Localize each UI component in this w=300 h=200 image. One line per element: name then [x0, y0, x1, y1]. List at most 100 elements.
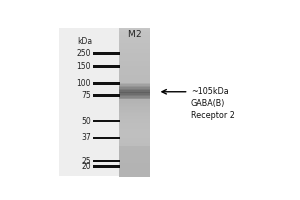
Bar: [119, 132, 150, 134]
Bar: [119, 102, 150, 104]
Bar: [119, 46, 150, 48]
Bar: [119, 41, 150, 43]
Text: 50: 50: [81, 117, 91, 126]
Bar: [119, 126, 150, 128]
Bar: [119, 56, 150, 58]
Text: 75: 75: [81, 91, 91, 100]
Bar: [119, 150, 150, 152]
Bar: [119, 106, 150, 108]
Text: 37: 37: [81, 133, 91, 142]
Bar: [119, 166, 150, 168]
Bar: [119, 66, 150, 68]
Text: 150: 150: [76, 62, 91, 71]
Bar: [119, 84, 150, 86]
Bar: [92, 137, 120, 139]
Bar: [119, 53, 150, 55]
Bar: [119, 98, 150, 100]
Bar: [119, 61, 150, 62]
Bar: [119, 71, 150, 73]
Bar: [119, 136, 150, 138]
Bar: [119, 165, 150, 166]
Bar: [119, 119, 150, 121]
Bar: [119, 119, 150, 120]
Bar: [119, 58, 150, 59]
Bar: [119, 75, 150, 77]
Bar: [119, 37, 150, 39]
Text: kDa: kDa: [77, 37, 92, 46]
Text: 25: 25: [81, 157, 91, 166]
Text: M: M: [127, 30, 134, 39]
Bar: [119, 141, 150, 143]
Bar: [92, 165, 120, 168]
Text: ~105kDa
GABA(B)
Receptor 2: ~105kDa GABA(B) Receptor 2: [191, 87, 235, 120]
Bar: [119, 133, 150, 135]
Bar: [119, 127, 150, 129]
Bar: [119, 44, 150, 46]
Bar: [119, 105, 150, 107]
Bar: [119, 169, 150, 171]
Bar: [119, 147, 150, 149]
Bar: [119, 142, 150, 144]
Bar: [119, 83, 150, 85]
Bar: [119, 136, 150, 138]
Bar: [119, 80, 150, 82]
Bar: [119, 64, 150, 65]
Bar: [119, 113, 150, 115]
Bar: [119, 40, 150, 42]
Bar: [119, 59, 150, 61]
Bar: [92, 120, 120, 122]
Bar: [119, 120, 150, 122]
Bar: [119, 159, 150, 160]
Bar: [119, 129, 150, 131]
Bar: [119, 140, 150, 141]
Bar: [119, 69, 150, 71]
Bar: [119, 156, 150, 158]
Bar: [119, 130, 150, 132]
Bar: [119, 101, 150, 103]
Bar: [119, 168, 150, 169]
Bar: [119, 43, 150, 45]
Bar: [119, 103, 150, 104]
Bar: [119, 34, 150, 36]
Bar: [119, 116, 150, 118]
Bar: [119, 117, 150, 119]
Bar: [119, 81, 150, 83]
Bar: [119, 118, 150, 120]
Bar: [119, 121, 150, 123]
Bar: [119, 31, 150, 33]
Bar: [119, 108, 150, 110]
Bar: [119, 132, 150, 134]
Bar: [119, 62, 150, 64]
Bar: [119, 115, 150, 117]
Bar: [119, 96, 150, 98]
Bar: [119, 151, 150, 153]
Bar: [119, 124, 150, 126]
Bar: [119, 89, 150, 91]
Bar: [119, 87, 150, 89]
Bar: [119, 127, 150, 129]
Bar: [119, 65, 150, 67]
Bar: [119, 114, 150, 116]
Bar: [119, 172, 150, 174]
Bar: [119, 154, 150, 156]
Bar: [92, 65, 120, 68]
Bar: [119, 126, 150, 128]
Bar: [119, 93, 150, 95]
Bar: [119, 68, 150, 70]
Bar: [119, 123, 150, 125]
Bar: [119, 38, 150, 40]
Bar: [119, 145, 150, 147]
Bar: [119, 116, 150, 117]
Bar: [119, 47, 150, 49]
Bar: [119, 113, 150, 114]
Bar: [119, 138, 150, 140]
Bar: [119, 99, 150, 101]
Bar: [119, 107, 150, 108]
Bar: [119, 104, 150, 106]
Bar: [119, 109, 150, 111]
Bar: [119, 104, 150, 106]
Bar: [119, 28, 150, 30]
Bar: [119, 144, 150, 146]
Bar: [119, 173, 150, 175]
Bar: [119, 95, 150, 97]
